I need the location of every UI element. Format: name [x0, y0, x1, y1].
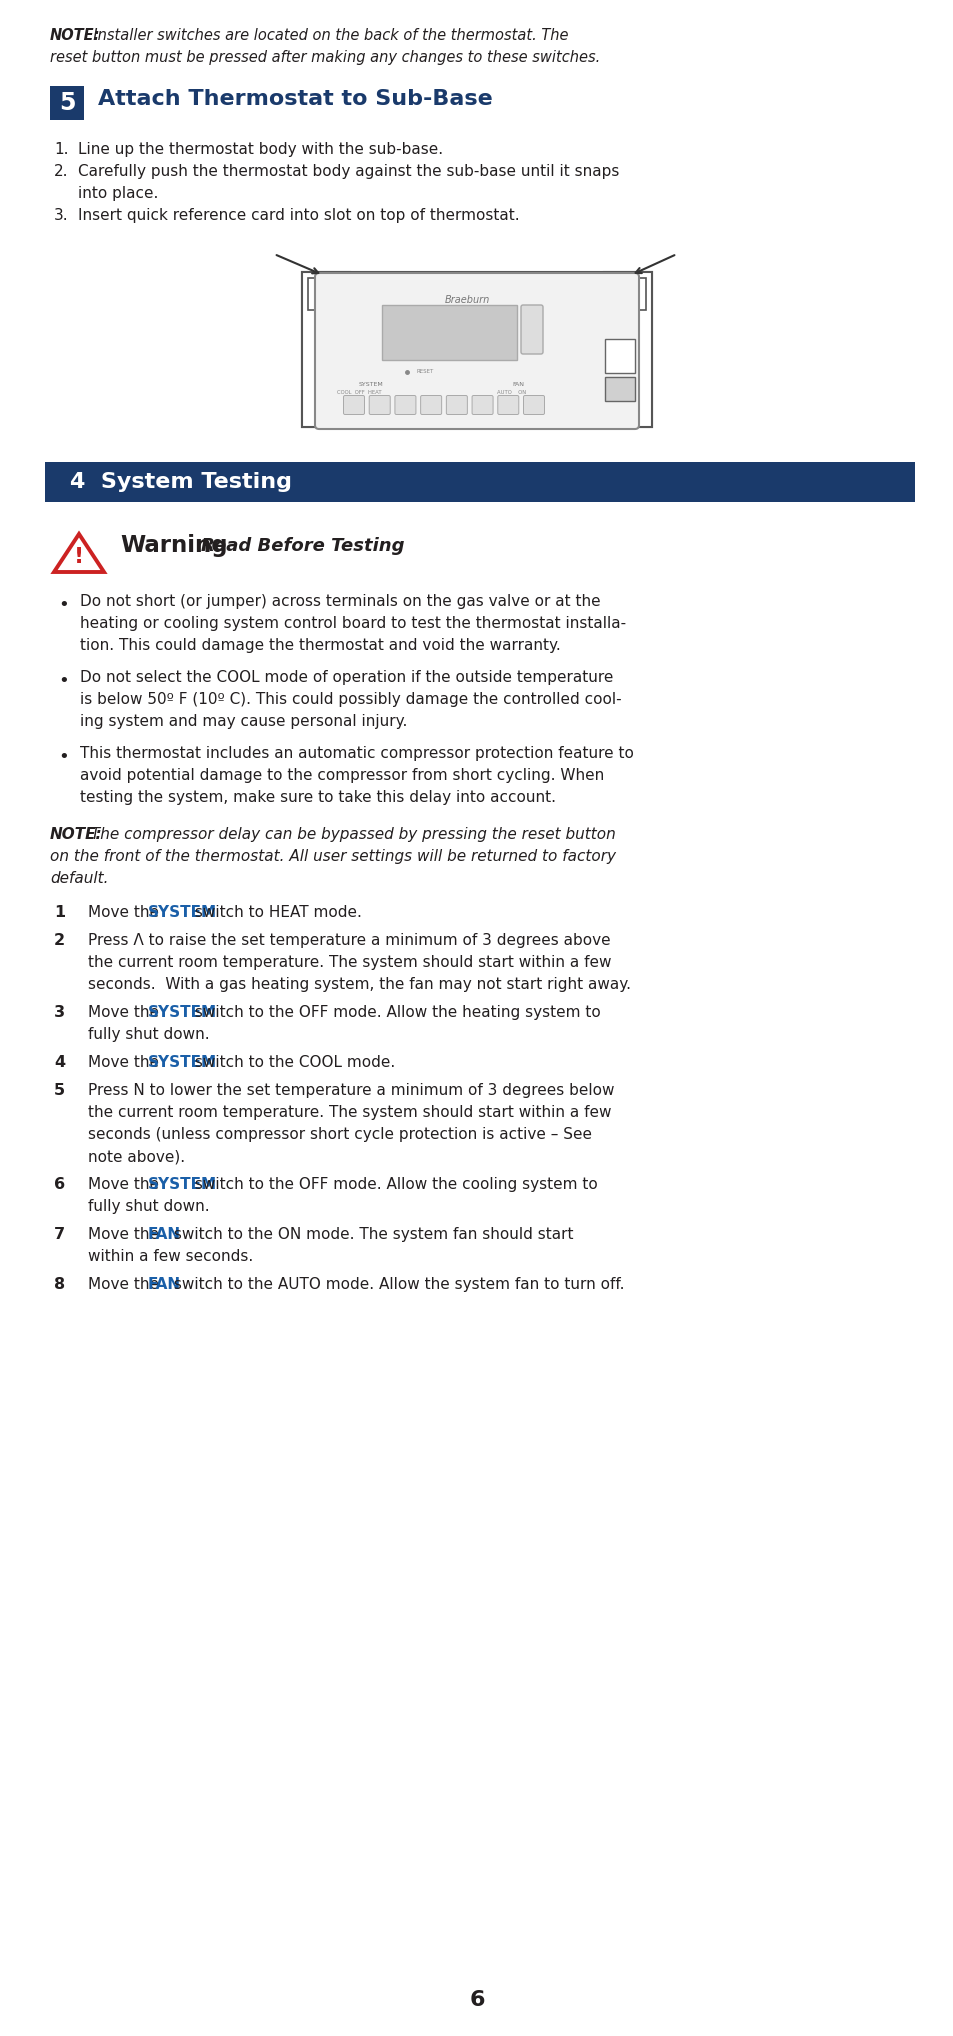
Text: reset button must be pressed after making any changes to these switches.: reset button must be pressed after makin… [50, 51, 599, 65]
Text: 5: 5 [54, 1083, 65, 1097]
Text: Press Ν to lower the set temperature a minimum of 3 degrees below: Press Ν to lower the set temperature a m… [88, 1083, 614, 1097]
Text: Press Λ to raise the set temperature a minimum of 3 degrees above: Press Λ to raise the set temperature a m… [88, 932, 610, 949]
Text: Carefully push the thermostat body against the sub-base until it snaps: Carefully push the thermostat body again… [78, 165, 618, 179]
FancyBboxPatch shape [369, 395, 390, 415]
FancyBboxPatch shape [314, 273, 639, 430]
Text: Move the: Move the [88, 1006, 164, 1020]
Text: on the front of the thermostat. All user settings will be returned to factory: on the front of the thermostat. All user… [50, 849, 616, 863]
Text: Attach Thermostat to Sub-Base: Attach Thermostat to Sub-Base [98, 90, 493, 110]
Text: Move the: Move the [88, 1277, 164, 1293]
FancyBboxPatch shape [523, 395, 544, 415]
FancyBboxPatch shape [603, 273, 651, 428]
Text: SYSTEM: SYSTEM [148, 1055, 216, 1071]
Text: 2.: 2. [54, 165, 69, 179]
FancyBboxPatch shape [50, 86, 84, 120]
Text: Installer switches are located on the back of the thermostat. The: Installer switches are located on the ba… [84, 29, 568, 43]
Text: •: • [58, 597, 69, 615]
FancyBboxPatch shape [302, 273, 350, 428]
Text: FAN: FAN [148, 1228, 180, 1242]
Text: 4: 4 [54, 1055, 65, 1071]
Text: 1: 1 [54, 904, 65, 920]
FancyBboxPatch shape [604, 340, 635, 373]
Text: seconds.  With a gas heating system, the fan may not start right away.: seconds. With a gas heating system, the … [88, 977, 630, 992]
Text: SYSTEM: SYSTEM [358, 383, 383, 387]
Text: NOTE:: NOTE: [50, 29, 100, 43]
FancyBboxPatch shape [446, 395, 467, 415]
Text: !: ! [74, 548, 84, 566]
Text: Braeburn: Braeburn [444, 295, 489, 305]
FancyBboxPatch shape [420, 395, 441, 415]
FancyBboxPatch shape [497, 395, 518, 415]
Text: 4  System Testing: 4 System Testing [70, 472, 292, 493]
FancyBboxPatch shape [343, 395, 364, 415]
Text: seconds (unless compressor short cycle protection is active – See: seconds (unless compressor short cycle p… [88, 1128, 592, 1142]
Text: 8: 8 [54, 1277, 65, 1293]
FancyBboxPatch shape [604, 377, 635, 401]
FancyBboxPatch shape [395, 395, 416, 415]
Text: into place.: into place. [78, 185, 158, 202]
Text: Do not select the COOL mode of operation if the outside temperature: Do not select the COOL mode of operation… [80, 670, 613, 684]
Text: •: • [58, 747, 69, 766]
Text: Move the: Move the [88, 904, 164, 920]
Text: Read Before Testing: Read Before Testing [201, 538, 404, 556]
Text: switch to the OFF mode. Allow the heating system to: switch to the OFF mode. Allow the heatin… [190, 1006, 600, 1020]
Text: heating or cooling system control board to test the thermostat installa-: heating or cooling system control board … [80, 617, 625, 631]
Text: Move the: Move the [88, 1177, 164, 1191]
FancyBboxPatch shape [302, 273, 651, 428]
Polygon shape [54, 533, 104, 572]
FancyBboxPatch shape [472, 395, 493, 415]
Text: switch to the ON mode. The system fan should start: switch to the ON mode. The system fan sh… [169, 1228, 573, 1242]
Text: Move the: Move the [88, 1055, 164, 1071]
Text: the current room temperature. The system should start within a few: the current room temperature. The system… [88, 955, 611, 969]
Text: NOTE:: NOTE: [50, 827, 103, 843]
Text: fully shut down.: fully shut down. [88, 1199, 210, 1213]
Text: switch to the AUTO mode. Allow the system fan to turn off.: switch to the AUTO mode. Allow the syste… [169, 1277, 623, 1293]
Text: •: • [58, 672, 69, 690]
Text: Insert quick reference card into slot on top of thermostat.: Insert quick reference card into slot on… [78, 208, 519, 224]
Text: 1.: 1. [54, 143, 69, 157]
Text: 2: 2 [54, 932, 65, 949]
Text: note above).: note above). [88, 1148, 185, 1165]
Text: switch to the OFF mode. Allow the cooling system to: switch to the OFF mode. Allow the coolin… [190, 1177, 598, 1191]
Text: switch to HEAT mode.: switch to HEAT mode. [190, 904, 362, 920]
Text: avoid potential damage to the compressor from short cycling. When: avoid potential damage to the compressor… [80, 768, 603, 784]
Text: 6: 6 [469, 1989, 484, 2010]
Text: FAN: FAN [148, 1277, 180, 1293]
Text: Line up the thermostat body with the sub-base.: Line up the thermostat body with the sub… [78, 143, 442, 157]
Text: The compressor delay can be bypassed by pressing the reset button: The compressor delay can be bypassed by … [86, 827, 615, 843]
Text: fully shut down.: fully shut down. [88, 1026, 210, 1042]
Text: ing system and may cause personal injury.: ing system and may cause personal injury… [80, 715, 407, 729]
Text: Do not short (or jumper) across terminals on the gas valve or at the: Do not short (or jumper) across terminal… [80, 595, 600, 609]
Text: This thermostat includes an automatic compressor protection feature to: This thermostat includes an automatic co… [80, 745, 633, 761]
Text: the current room temperature. The system should start within a few: the current room temperature. The system… [88, 1106, 611, 1120]
Text: is below 50º F (10º C). This could possibly damage the controlled cool-: is below 50º F (10º C). This could possi… [80, 692, 621, 706]
Text: default.: default. [50, 871, 109, 886]
Text: Warning: Warning [120, 533, 227, 558]
Text: SYSTEM: SYSTEM [148, 1177, 216, 1191]
Text: AUTO    ON: AUTO ON [497, 391, 525, 395]
Text: 3: 3 [54, 1006, 65, 1020]
Text: tion. This could damage the thermostat and void the warranty.: tion. This could damage the thermostat a… [80, 637, 560, 654]
Text: SYSTEM: SYSTEM [148, 904, 216, 920]
Text: within a few seconds.: within a few seconds. [88, 1248, 253, 1264]
Text: testing the system, make sure to take this delay into account.: testing the system, make sure to take th… [80, 790, 556, 804]
Text: RESET: RESET [416, 369, 434, 375]
Text: 5: 5 [59, 92, 75, 114]
FancyBboxPatch shape [308, 279, 337, 309]
Text: COOL  OFF  HEAT: COOL OFF HEAT [336, 391, 381, 395]
FancyBboxPatch shape [45, 462, 914, 503]
Text: SYSTEM: SYSTEM [148, 1006, 216, 1020]
Text: Move the: Move the [88, 1228, 164, 1242]
Text: 6: 6 [54, 1177, 65, 1191]
FancyBboxPatch shape [520, 305, 542, 354]
FancyBboxPatch shape [616, 279, 645, 309]
FancyBboxPatch shape [381, 305, 517, 360]
Text: switch to the COOL mode.: switch to the COOL mode. [190, 1055, 395, 1071]
Text: 3.: 3. [54, 208, 69, 224]
Text: 7: 7 [54, 1228, 65, 1242]
Text: FAN: FAN [512, 383, 523, 387]
